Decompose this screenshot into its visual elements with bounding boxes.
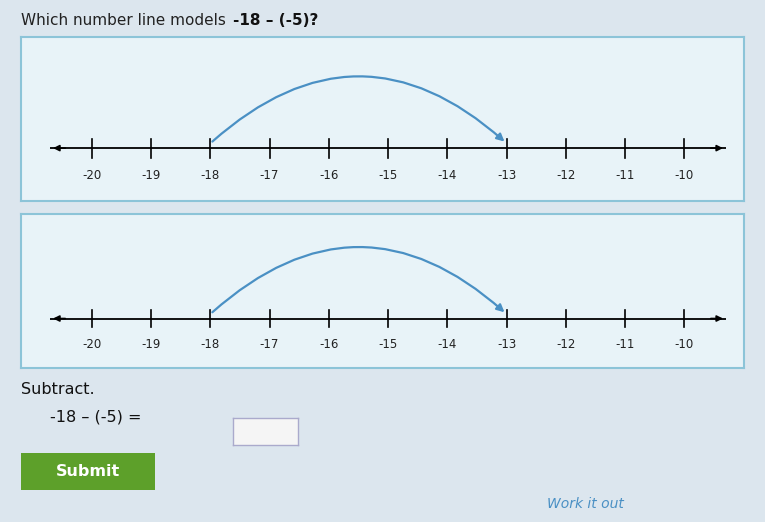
- Text: -13: -13: [497, 169, 516, 182]
- Text: -18: -18: [200, 338, 220, 351]
- Text: -17: -17: [260, 338, 279, 351]
- Text: -20: -20: [82, 338, 102, 351]
- FancyBboxPatch shape: [11, 452, 164, 491]
- Text: -20: -20: [82, 169, 102, 182]
- Text: -10: -10: [675, 338, 694, 351]
- Text: Which number line models: Which number line models: [21, 13, 230, 28]
- Text: -14: -14: [438, 338, 457, 351]
- Text: -16: -16: [319, 169, 338, 182]
- Text: -12: -12: [556, 169, 575, 182]
- Text: -18 – (-5)?: -18 – (-5)?: [233, 13, 319, 28]
- Text: -17: -17: [260, 169, 279, 182]
- Text: Work it out: Work it out: [547, 496, 623, 511]
- Text: -11: -11: [615, 169, 635, 182]
- Text: -19: -19: [142, 169, 161, 182]
- Text: -12: -12: [556, 338, 575, 351]
- Text: -15: -15: [379, 338, 398, 351]
- Text: -18 – (-5) =: -18 – (-5) =: [50, 410, 142, 425]
- Text: Subtract.: Subtract.: [21, 382, 94, 397]
- Text: -16: -16: [319, 338, 338, 351]
- Text: -14: -14: [438, 169, 457, 182]
- Text: -13: -13: [497, 338, 516, 351]
- Text: -15: -15: [379, 169, 398, 182]
- Text: -11: -11: [615, 338, 635, 351]
- Text: Submit: Submit: [56, 464, 119, 479]
- Text: -10: -10: [675, 169, 694, 182]
- Text: -19: -19: [142, 338, 161, 351]
- Text: -18: -18: [200, 169, 220, 182]
